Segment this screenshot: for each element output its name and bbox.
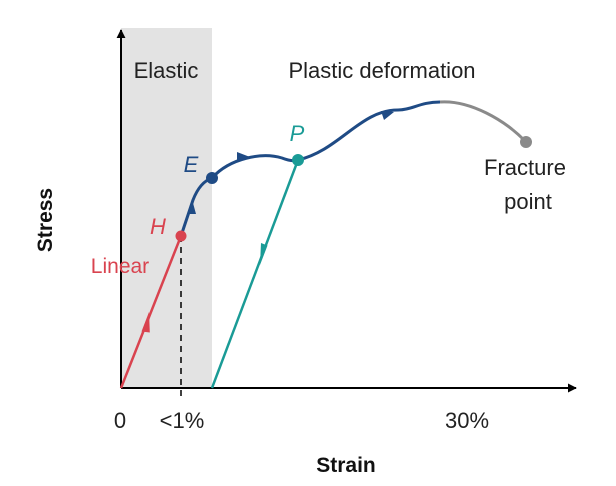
- point-p-marker: [292, 154, 304, 166]
- point-h-marker: [175, 230, 187, 242]
- unloading-arrow: [260, 243, 268, 265]
- elastic-region: [121, 28, 212, 388]
- point-e-label: E: [184, 152, 199, 177]
- curve-arrow-2: [237, 152, 250, 162]
- linear-segment: [119, 235, 183, 389]
- fracture-point-marker: [520, 136, 532, 148]
- x-tick-0: 0: [114, 408, 126, 433]
- y-axis-label: Stress: [34, 188, 57, 252]
- x-tick-2: 30%: [445, 408, 489, 433]
- fracture-label-line2: point: [504, 189, 552, 214]
- elastic-label: Elastic: [134, 58, 199, 83]
- point-h-label: H: [150, 214, 166, 239]
- linear-arrow: [141, 312, 150, 333]
- plastic-label: Plastic deformation: [288, 58, 475, 83]
- linear-label: Linear: [91, 255, 149, 278]
- point-p-label: P: [290, 121, 305, 146]
- curve-arrow-1: [189, 203, 196, 214]
- fracture-label-line1: Fracture: [484, 155, 566, 180]
- point-e-marker: [206, 172, 218, 184]
- loading-curve: [179, 100, 441, 237]
- x-tick-1: <1%: [160, 408, 205, 433]
- curve-arrow-3: [381, 111, 394, 120]
- unloading-line: [210, 159, 300, 389]
- x-axis-label: Strain: [316, 454, 376, 477]
- fracture-curve: [439, 100, 528, 144]
